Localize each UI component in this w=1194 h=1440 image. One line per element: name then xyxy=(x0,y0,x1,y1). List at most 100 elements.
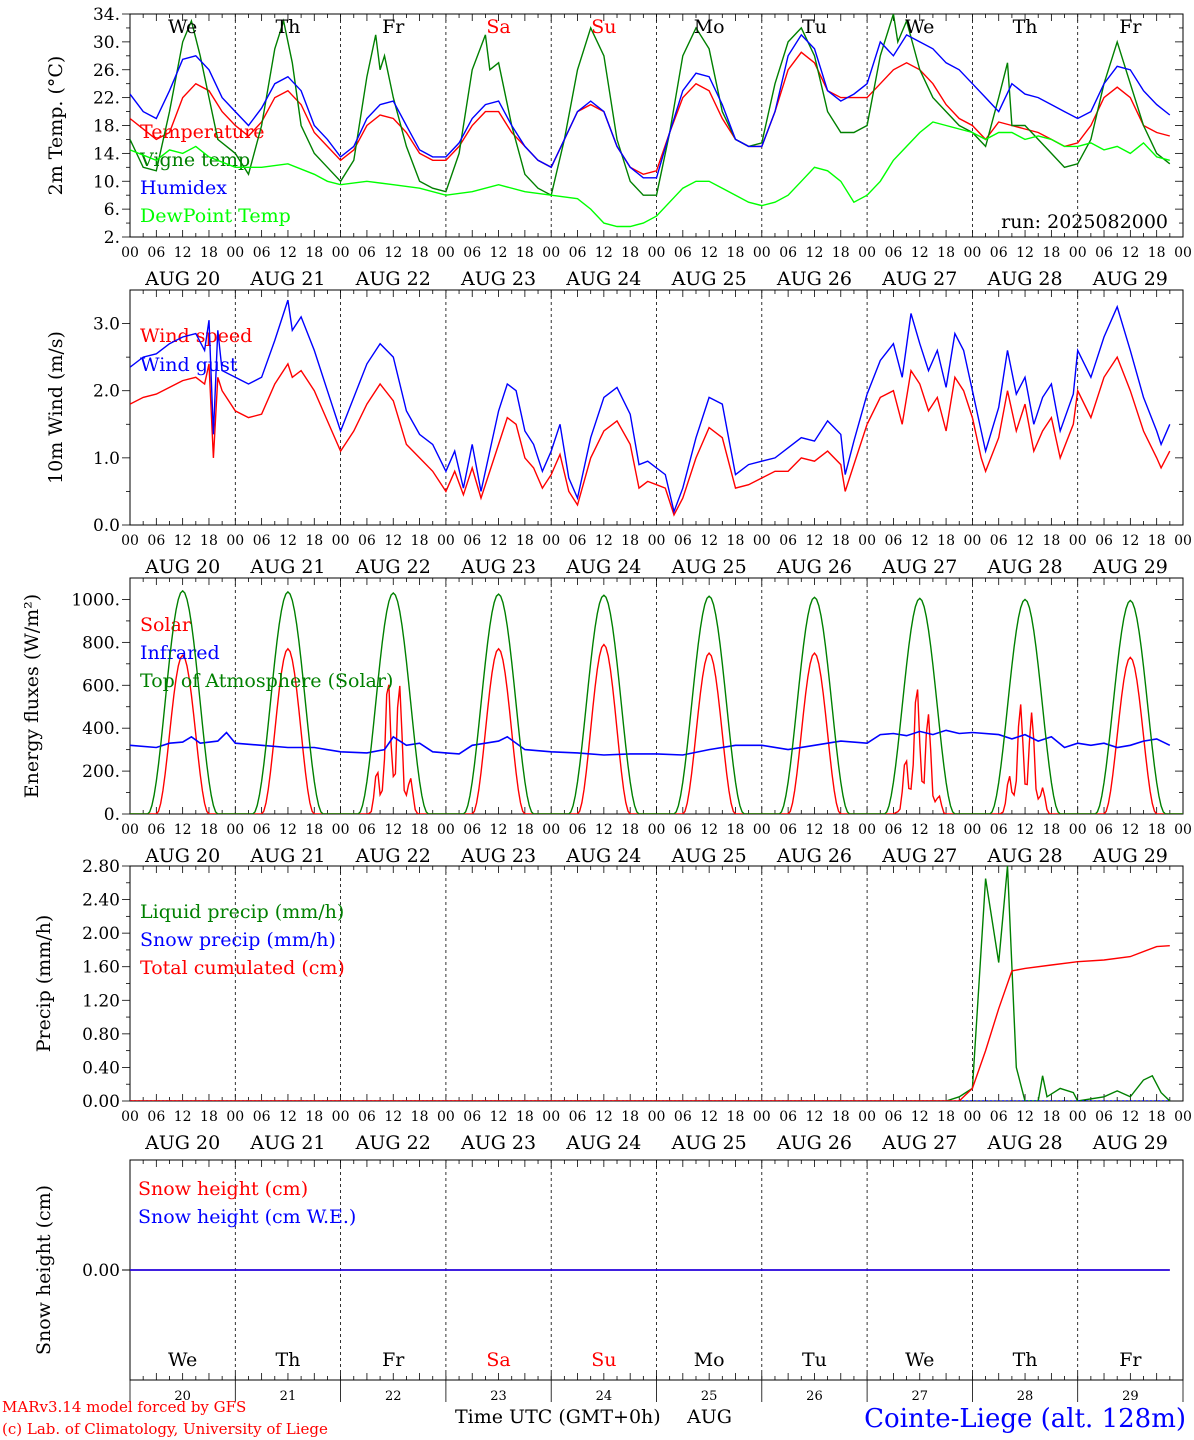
date-label: AUG 20 xyxy=(144,268,220,290)
weekday-label: Sa xyxy=(486,1349,510,1371)
hour-label: 06 xyxy=(358,822,376,838)
weekday-label: Th xyxy=(275,1349,300,1371)
hour-label: 12 xyxy=(279,533,297,549)
series-line-vigne-temp xyxy=(130,14,1171,197)
hour-label: 00 xyxy=(332,822,350,838)
date-label: AUG 27 xyxy=(881,1132,957,1154)
weekday-label: Th xyxy=(1013,1349,1038,1371)
date-label: AUG 21 xyxy=(249,1132,325,1154)
day-number: 24 xyxy=(596,1389,613,1404)
hour-label: 18 xyxy=(516,533,534,549)
hour-label: 06 xyxy=(358,1109,376,1125)
hour-label: 06 xyxy=(463,822,481,838)
date-label: AUG 25 xyxy=(671,268,747,290)
series-line-total-cumulated-cm- xyxy=(130,945,1170,1101)
y-tick-label: 18. xyxy=(93,117,120,137)
date-label: AUG 25 xyxy=(671,845,747,867)
weekday-label: We xyxy=(905,1349,934,1371)
hour-label: 00 xyxy=(226,822,244,838)
date-label: AUG 22 xyxy=(355,845,431,867)
hour-label: 00 xyxy=(753,822,771,838)
hour-label: 18 xyxy=(1148,1109,1166,1125)
hour-label: 18 xyxy=(621,533,639,549)
hour-label: 00 xyxy=(753,245,771,261)
y-tick-label: 1.20 xyxy=(82,991,120,1011)
legend-entry: Solar xyxy=(140,614,192,636)
date-label: AUG 23 xyxy=(460,1132,536,1154)
hour-label: 06 xyxy=(147,245,165,261)
hour-label: 12 xyxy=(174,245,192,261)
hour-label: 06 xyxy=(885,822,903,838)
y-tick-label: 2.80 xyxy=(82,857,120,877)
date-label: AUG 22 xyxy=(355,556,431,578)
date-label: AUG 20 xyxy=(144,845,220,867)
hour-label: 18 xyxy=(411,533,429,549)
series-line-solar xyxy=(130,643,1183,814)
hour-label: 00 xyxy=(542,533,560,549)
hour-label: 18 xyxy=(1042,822,1060,838)
y-tick-label: 200. xyxy=(82,762,120,782)
legend-entry: Vigne temp xyxy=(139,149,250,171)
date-label: AUG 26 xyxy=(776,268,852,290)
hour-label: 12 xyxy=(279,1109,297,1125)
hour-label: 18 xyxy=(305,822,323,838)
series-line-temperature xyxy=(130,51,1170,176)
date-label: AUG 24 xyxy=(565,268,641,290)
y-tick-label: 2. xyxy=(104,228,120,248)
hour-label: 00 xyxy=(963,1109,981,1125)
y-axis-label: 10m Wind (m/s) xyxy=(45,331,67,484)
date-label: AUG 24 xyxy=(565,1132,641,1154)
date-label: AUG 28 xyxy=(986,556,1062,578)
hour-label: 12 xyxy=(700,1109,718,1125)
hour-label: 06 xyxy=(885,245,903,261)
hour-label: 18 xyxy=(727,533,745,549)
y-tick-label: 6. xyxy=(104,200,120,220)
series-line-infrared xyxy=(130,729,1171,756)
hour-label: 06 xyxy=(990,822,1008,838)
weekday-label: We xyxy=(905,16,934,38)
hour-label: 18 xyxy=(305,1109,323,1125)
hour-label: 18 xyxy=(832,533,850,549)
weekday-label: Fr xyxy=(382,16,405,38)
day-number: 23 xyxy=(490,1389,507,1404)
hour-label: 06 xyxy=(569,822,587,838)
day-number: 21 xyxy=(280,1389,297,1404)
hour-label: 12 xyxy=(1016,245,1034,261)
hour-label: 18 xyxy=(1148,822,1166,838)
hour-label: 00 xyxy=(1174,245,1192,261)
y-tick-label: 0.00 xyxy=(82,1261,120,1281)
hour-label: 00 xyxy=(1069,822,1087,838)
hour-label: 12 xyxy=(279,245,297,261)
hour-label: 18 xyxy=(727,1109,745,1125)
hour-label: 06 xyxy=(885,1109,903,1125)
hour-label: 06 xyxy=(779,822,797,838)
hour-label: 06 xyxy=(1095,533,1113,549)
date-label: AUG 23 xyxy=(460,845,536,867)
y-tick-label: 3.0 xyxy=(93,315,120,335)
hour-label: 06 xyxy=(147,1109,165,1125)
hour-label: 18 xyxy=(832,1109,850,1125)
legend-entry: Snow height (cm) xyxy=(138,1178,308,1200)
hour-label: 18 xyxy=(1042,1109,1060,1125)
hour-label: 06 xyxy=(779,533,797,549)
hour-label: 06 xyxy=(253,245,271,261)
y-axis-label: Snow height (cm) xyxy=(33,1185,55,1355)
y-tick-label: 2.40 xyxy=(82,891,120,911)
hour-label: 06 xyxy=(569,245,587,261)
hour-label: 00 xyxy=(648,1109,666,1125)
series-line-wind-speed xyxy=(130,355,1171,517)
date-label: AUG 25 xyxy=(671,1132,747,1154)
y-tick-label: 0. xyxy=(104,805,120,825)
weekday-label: Su xyxy=(591,1349,616,1371)
series-line-humidex xyxy=(130,33,1171,179)
date-label: AUG 26 xyxy=(776,556,852,578)
hour-label: 06 xyxy=(1095,822,1113,838)
hour-label: 00 xyxy=(226,1109,244,1125)
y-tick-label: 0.00 xyxy=(82,1092,120,1112)
date-label: AUG 29 xyxy=(1092,556,1168,578)
hour-label: 12 xyxy=(490,245,508,261)
hour-label: 00 xyxy=(332,1109,350,1125)
hour-label: 00 xyxy=(1069,533,1087,549)
month-label: AUG xyxy=(686,1406,732,1428)
hour-label: 12 xyxy=(700,533,718,549)
